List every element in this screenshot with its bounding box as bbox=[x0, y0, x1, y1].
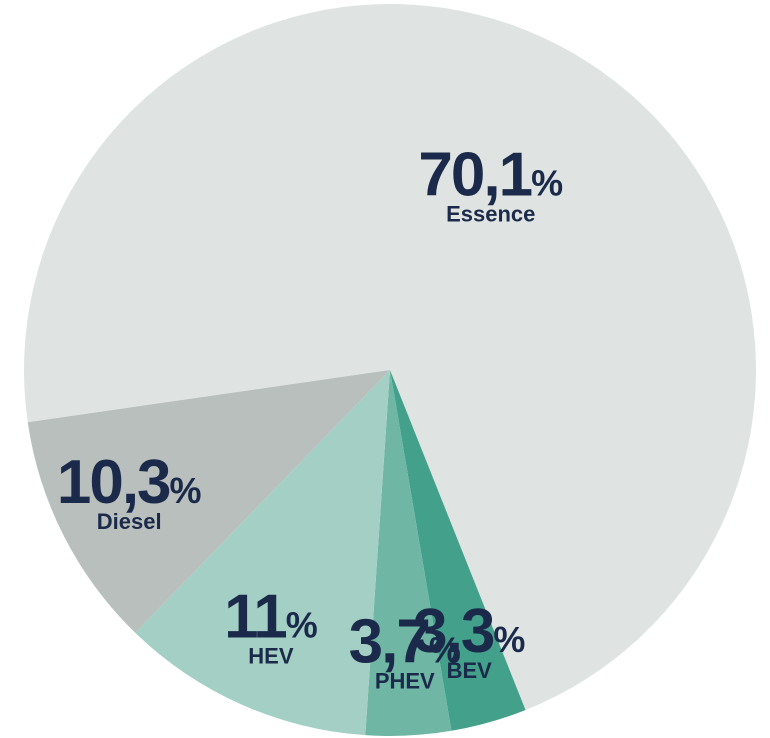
value-label: 3,3% bbox=[413, 597, 525, 666]
value-number: 11 bbox=[224, 582, 286, 651]
pie-slice bbox=[365, 370, 452, 736]
value-label: 3,7% bbox=[349, 607, 461, 676]
pie-slice bbox=[390, 370, 526, 731]
value-label: 10,3% bbox=[57, 448, 202, 517]
value-unit: % bbox=[286, 604, 318, 645]
category-label: Diesel bbox=[97, 509, 162, 534]
value-number: 70,1 bbox=[418, 141, 531, 210]
value-unit: % bbox=[493, 619, 525, 660]
value-unit: % bbox=[170, 470, 202, 511]
value-number: 3,3 bbox=[413, 597, 494, 666]
value-label: 11% bbox=[224, 582, 318, 651]
value-label: 70,1% bbox=[418, 141, 563, 210]
category-label: Essence bbox=[446, 202, 535, 227]
category-label: BEV bbox=[447, 658, 493, 683]
pie-slice bbox=[27, 370, 390, 633]
value-unit: % bbox=[531, 163, 563, 204]
pie-slice bbox=[135, 370, 390, 736]
pie-slice bbox=[24, 3, 757, 710]
value-number: 10,3 bbox=[57, 448, 170, 517]
value-unit: % bbox=[429, 629, 461, 670]
category-label: PHEV bbox=[375, 668, 435, 693]
category-label: HEV bbox=[248, 643, 294, 668]
value-number: 3,7 bbox=[349, 607, 429, 676]
